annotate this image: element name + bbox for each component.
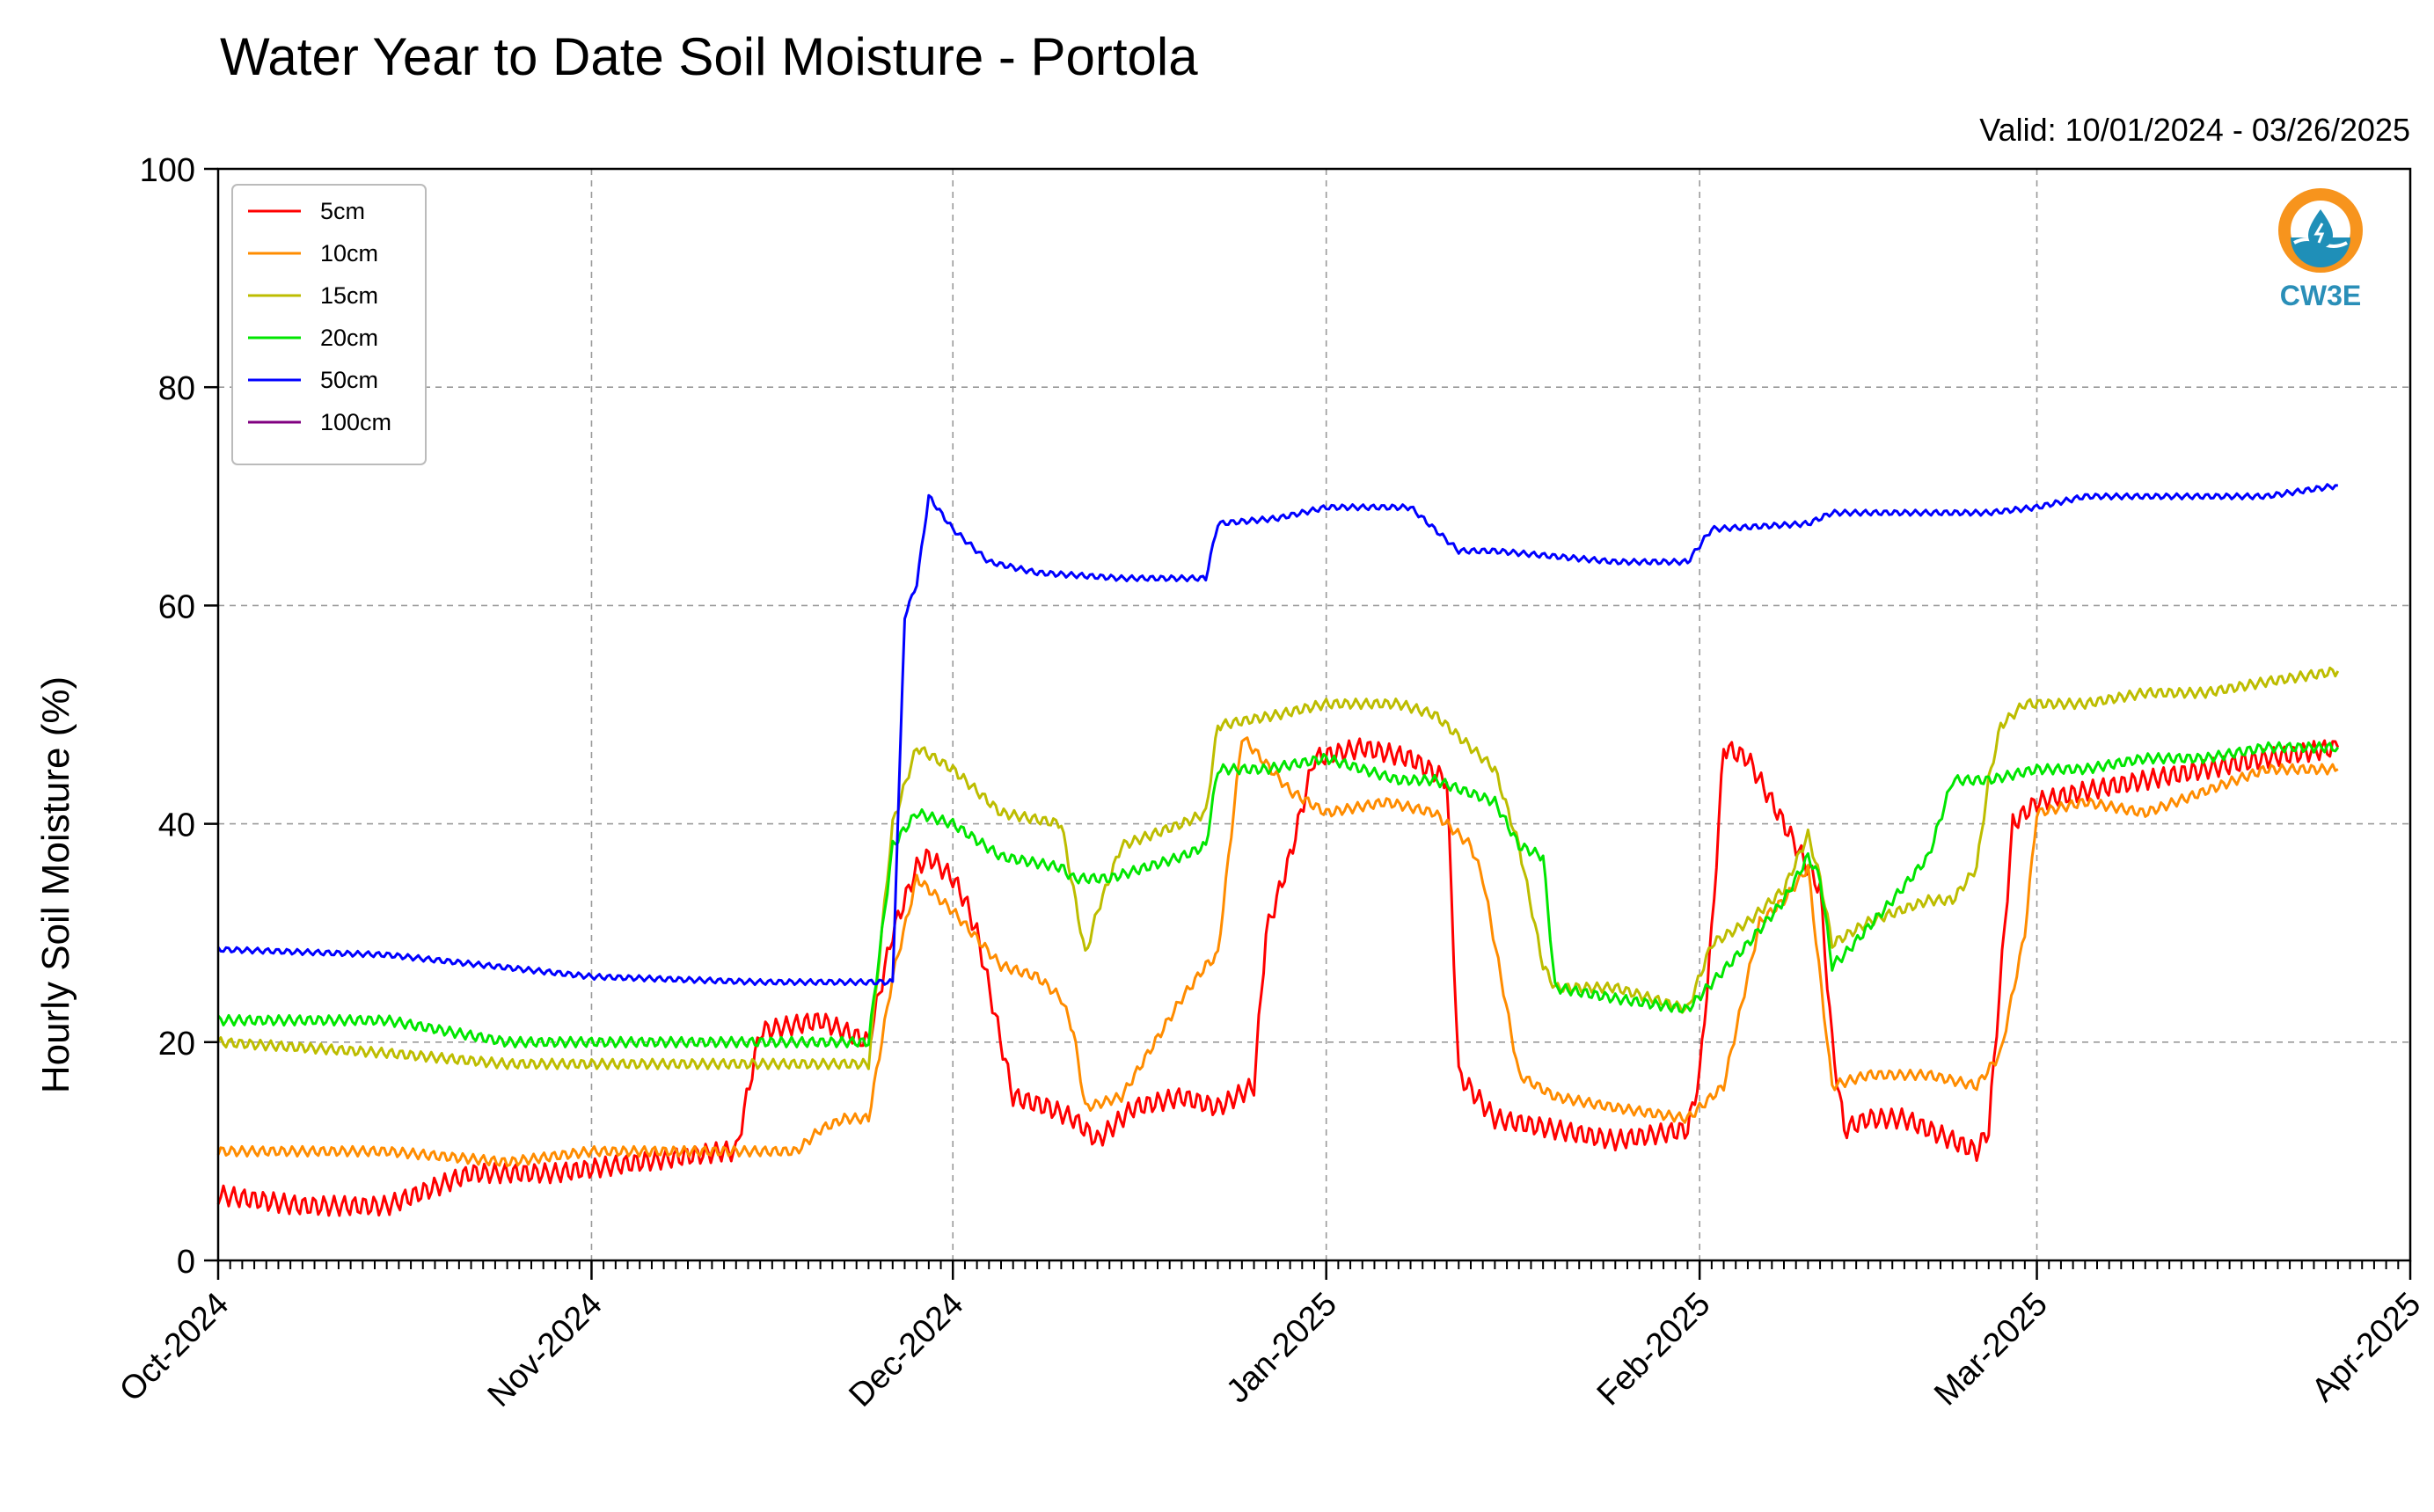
logo-text: CW3E [2280, 280, 2361, 311]
legend-label: 100cm [320, 409, 391, 435]
series-lines [216, 483, 2340, 1217]
y-tick-label: 80 [158, 370, 195, 407]
y-tick-label: 20 [158, 1026, 195, 1063]
series-line-50cm [216, 483, 2338, 987]
series-line-15cm [216, 666, 2340, 1070]
y-tick-label: 0 [177, 1244, 195, 1281]
chart-subtitle: Valid: 10/01/2024 - 03/26/2025 [1979, 112, 2410, 148]
legend: 5cm 10cm 15cm 20cm 50cm 100cm [231, 184, 427, 465]
legend-label: 50cm [320, 367, 378, 393]
legend-label: 10cm [320, 240, 378, 267]
x-tick-label: Jan-2025 [1219, 1286, 1344, 1411]
legend-label: 20cm [320, 325, 378, 351]
legend-label: 5cm [320, 198, 365, 224]
y-axis-label: Hourly Soil Moisture (%) [34, 676, 77, 1093]
x-tick-label: Feb-2025 [1590, 1286, 1718, 1413]
x-tick-label: Oct-2024 [113, 1286, 236, 1409]
legend-label: 15cm [320, 282, 378, 309]
y-tick-label: 40 [158, 807, 195, 844]
cw3e-logo: CW3E [2278, 188, 2363, 311]
plot-frame [216, 167, 2412, 1262]
grid [218, 169, 2410, 1260]
series-line-20cm [216, 741, 2340, 1048]
logo-drop-accent [2313, 223, 2325, 244]
x-tick-label: Dec-2024 [842, 1286, 970, 1414]
series-line-10cm [216, 736, 2339, 1167]
x-tick-label: Mar-2025 [1927, 1286, 2055, 1413]
x-tick-label: Apr-2025 [2305, 1286, 2428, 1409]
series-line-5cm [216, 737, 2340, 1217]
y-tick-label: 60 [158, 588, 195, 625]
y-tick-label: 100 [140, 152, 195, 189]
chart-title: Water Year to Date Soil Moisture - Porto… [220, 27, 1198, 86]
x-tick-label: Nov-2024 [481, 1286, 610, 1414]
